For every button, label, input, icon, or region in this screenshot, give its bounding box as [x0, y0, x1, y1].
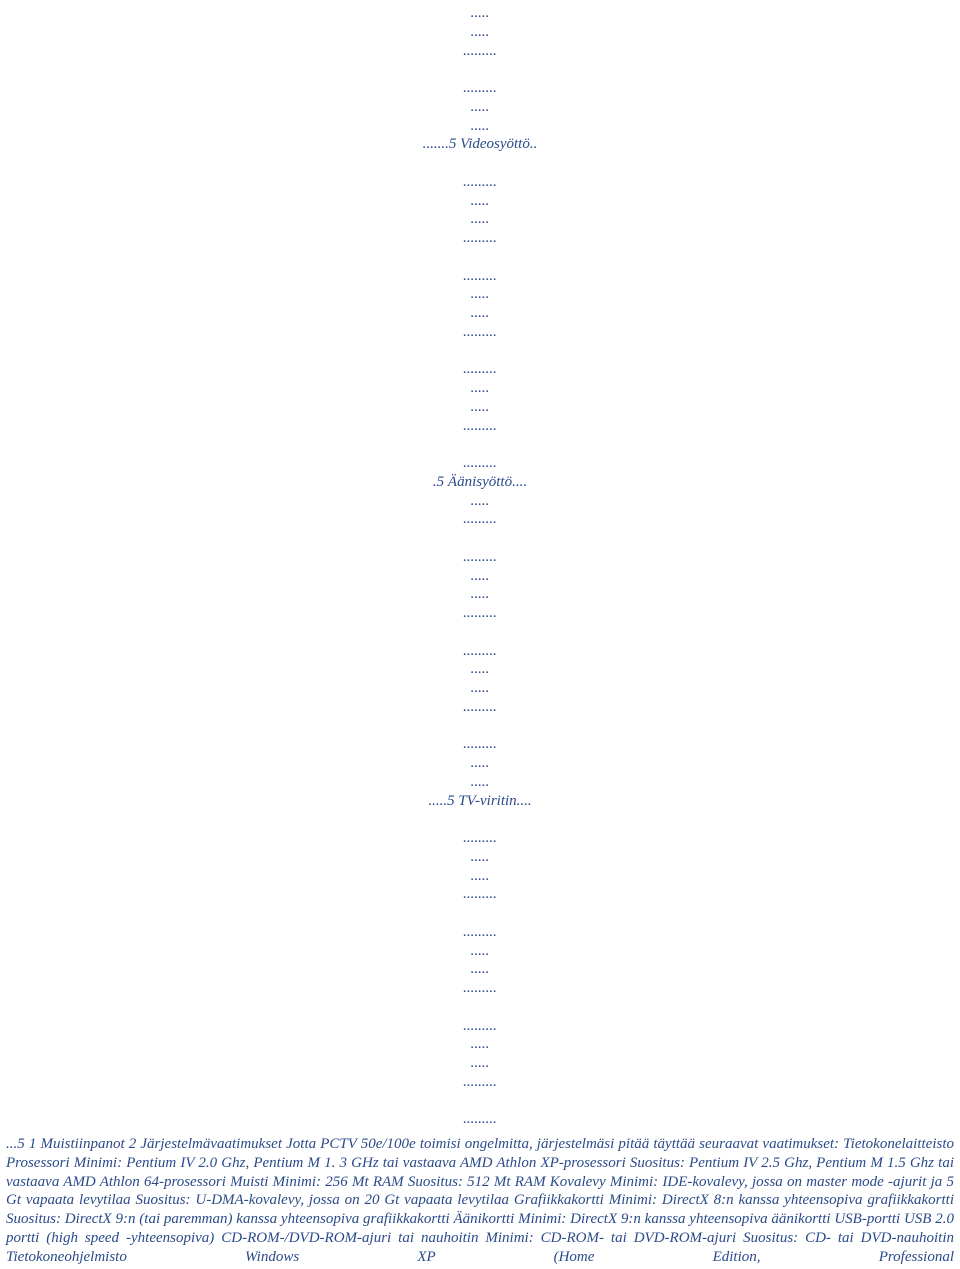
- toc-dot-line: .........: [4, 79, 956, 98]
- toc-dot-line: .....: [4, 960, 956, 979]
- toc-dot-line: [4, 998, 956, 1017]
- dotted-toc-block: ................... ....................…: [4, 4, 956, 1129]
- toc-dot-line: [4, 717, 956, 736]
- toc-dot-line: [4, 1092, 956, 1111]
- toc-dot-line: .....: [4, 585, 956, 604]
- toc-dot-line: .....: [4, 117, 956, 136]
- body-paragraph: ...5 1 Muistiinpanot 2 Järjestelmävaatim…: [4, 1135, 956, 1266]
- toc-dot-line: .....: [4, 567, 956, 586]
- toc-dot-line: .........: [4, 1017, 956, 1036]
- toc-dot-line: .....: [4, 23, 956, 42]
- toc-dot-line: .....: [4, 492, 956, 511]
- toc-dot-line: .......5 Videosyöttö..: [4, 135, 956, 154]
- toc-dot-line: [4, 904, 956, 923]
- toc-dot-line: .........: [4, 548, 956, 567]
- toc-dot-line: .........: [4, 1073, 956, 1092]
- toc-dot-line: .........: [4, 417, 956, 436]
- toc-dot-line: [4, 435, 956, 454]
- toc-dot-line: .....: [4, 1035, 956, 1054]
- toc-dot-line: .....5 TV-viritin....: [4, 792, 956, 811]
- toc-dot-line: .........: [4, 1110, 956, 1129]
- toc-dot-line: [4, 342, 956, 361]
- toc-dot-line: .....: [4, 98, 956, 117]
- toc-dot-line: .....: [4, 942, 956, 961]
- toc-dot-line: [4, 60, 956, 79]
- toc-dot-line: .........: [4, 642, 956, 661]
- toc-dot-line: .....: [4, 1054, 956, 1073]
- toc-dot-line: .........: [4, 42, 956, 61]
- toc-dot-line: .....: [4, 192, 956, 211]
- toc-dot-line: .....: [4, 304, 956, 323]
- toc-dot-line: .....: [4, 773, 956, 792]
- toc-dot-line: [4, 810, 956, 829]
- toc-dot-line: .....: [4, 754, 956, 773]
- toc-dot-line: .....: [4, 285, 956, 304]
- toc-dot-line: .........: [4, 323, 956, 342]
- toc-dot-line: .........: [4, 979, 956, 998]
- toc-dot-line: .....: [4, 660, 956, 679]
- toc-dot-line: .....: [4, 398, 956, 417]
- toc-dot-line: .........: [4, 923, 956, 942]
- toc-dot-line: .....: [4, 210, 956, 229]
- toc-dot-line: .........: [4, 454, 956, 473]
- toc-dot-line: .....: [4, 848, 956, 867]
- toc-dot-line: .....: [4, 379, 956, 398]
- toc-dot-line: .5 Äänisyöttö....: [4, 473, 956, 492]
- toc-dot-line: .........: [4, 829, 956, 848]
- toc-dot-line: .........: [4, 698, 956, 717]
- toc-dot-line: .....: [4, 679, 956, 698]
- toc-dot-line: [4, 154, 956, 173]
- toc-dot-line: .....: [4, 867, 956, 886]
- toc-dot-line: [4, 529, 956, 548]
- toc-dot-line: .........: [4, 229, 956, 248]
- toc-dot-line: .........: [4, 173, 956, 192]
- toc-dot-line: .........: [4, 735, 956, 754]
- toc-dot-line: .........: [4, 360, 956, 379]
- toc-dot-line: .........: [4, 885, 956, 904]
- toc-dot-line: .........: [4, 267, 956, 286]
- toc-dot-line: [4, 623, 956, 642]
- toc-dot-line: .....: [4, 4, 956, 23]
- toc-dot-line: .........: [4, 604, 956, 623]
- toc-dot-line: [4, 248, 956, 267]
- document-page: ................... ....................…: [0, 0, 960, 1269]
- toc-dot-line: .........: [4, 510, 956, 529]
